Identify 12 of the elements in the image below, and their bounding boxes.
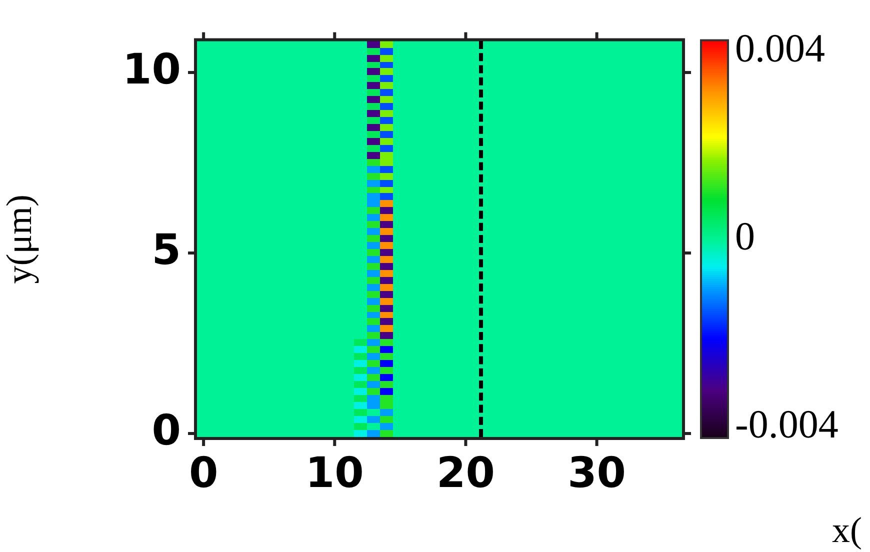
x-tick-label: 30 — [568, 448, 626, 498]
x-axis-title: x( — [832, 510, 862, 550]
y-tick-label: 5 — [152, 224, 181, 274]
color-bar-label: 0 — [735, 214, 755, 259]
y-axis-title: y(μm) — [0, 194, 40, 284]
y-tick-label: 0 — [152, 405, 181, 454]
color-bar-label: 0.004 — [735, 26, 825, 71]
x-tick-label: 0 — [188, 448, 218, 498]
x-tick-label: 20 — [436, 448, 495, 498]
color-bar-label: -0.004 — [735, 402, 838, 446]
x-tick-label: 10 — [305, 448, 364, 498]
y-tick-label: 10 — [122, 44, 181, 94]
